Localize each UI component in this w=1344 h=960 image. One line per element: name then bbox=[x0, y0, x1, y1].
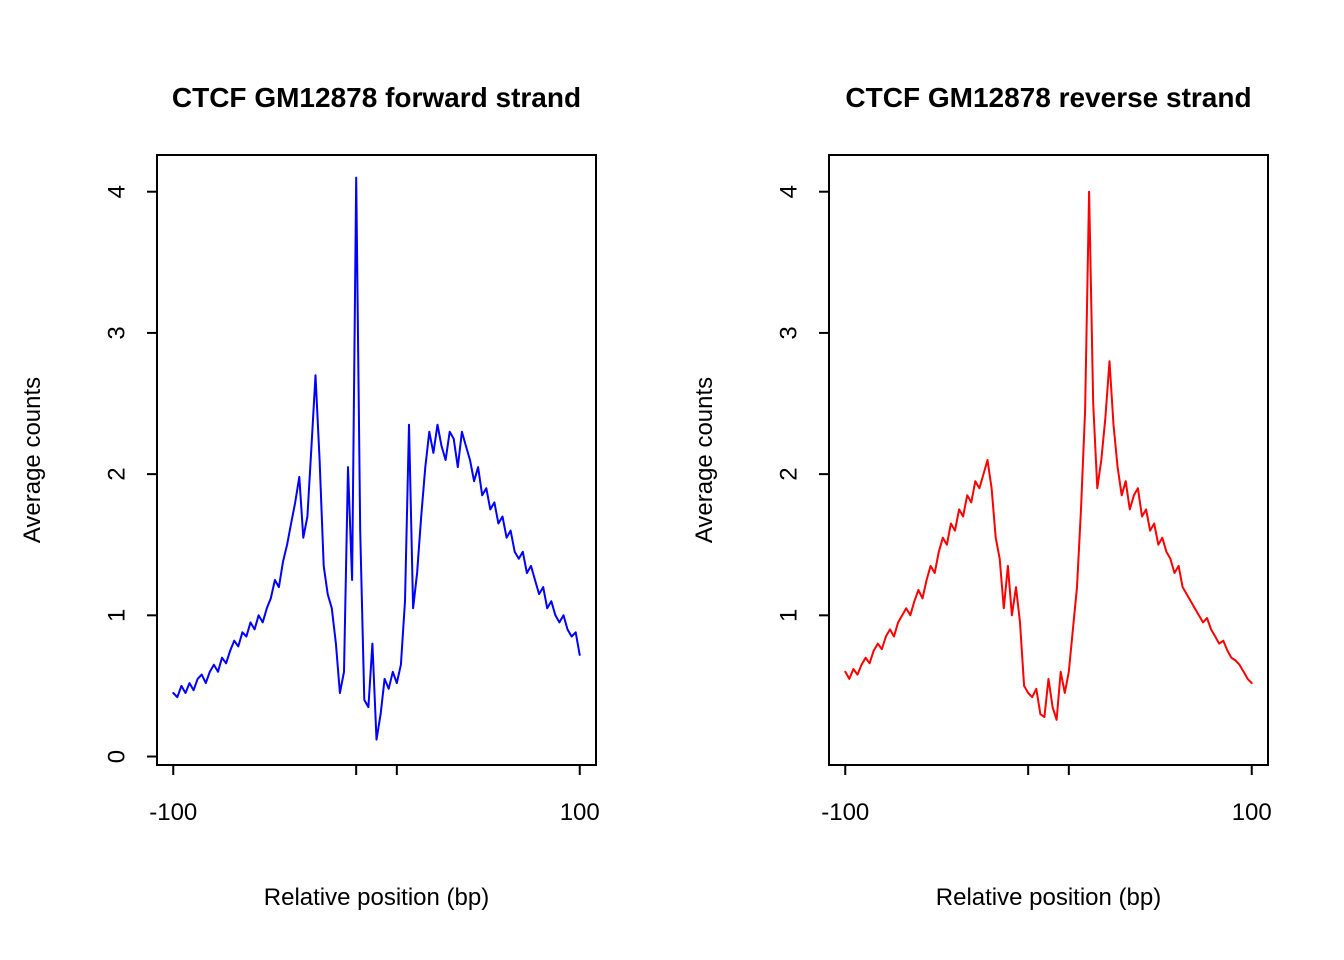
forward-strand-plot-svg: 0 1 2 3 4 -100 100 bbox=[104, 154, 600, 826]
y-tick-label: 4 bbox=[776, 185, 803, 198]
y-tick-label: 3 bbox=[104, 326, 131, 339]
reverse-strand-plot-svg: 1 2 3 4 -100 100 bbox=[776, 154, 1272, 826]
y-tick-label: 0 bbox=[104, 750, 131, 763]
y-tick-label: 1 bbox=[104, 609, 131, 622]
x-tick-label: -100 bbox=[149, 799, 197, 826]
chart-title: CTCF GM12878 forward strand bbox=[171, 82, 582, 113]
x-axis-label: Relative position (bp) bbox=[263, 884, 490, 911]
x-tick-label: 100 bbox=[560, 799, 600, 826]
axes bbox=[819, 154, 1269, 775]
chart-reverse-strand: CTCF GM12878 reverse strand Average coun… bbox=[672, 0, 1344, 960]
y-tick-label: 2 bbox=[104, 467, 131, 480]
plot-box bbox=[156, 154, 597, 766]
plot-box bbox=[828, 154, 1269, 766]
series-line bbox=[172, 176, 581, 741]
y-tick-label: 1 bbox=[776, 609, 803, 622]
x-axis-label: Relative position (bp) bbox=[935, 884, 1162, 911]
chart-forward-strand: CTCF GM12878 forward strand Average coun… bbox=[19, 82, 600, 911]
y-tick-label: 2 bbox=[776, 467, 803, 480]
chart-title: CTCF GM12878 reverse strand bbox=[845, 82, 1252, 113]
axes bbox=[147, 154, 597, 775]
series-line bbox=[844, 190, 1253, 721]
x-tick-label: -100 bbox=[821, 799, 869, 826]
y-tick-label: 4 bbox=[104, 185, 131, 198]
x-tick-label: 100 bbox=[1232, 799, 1272, 826]
y-tick-label: 3 bbox=[776, 326, 803, 339]
